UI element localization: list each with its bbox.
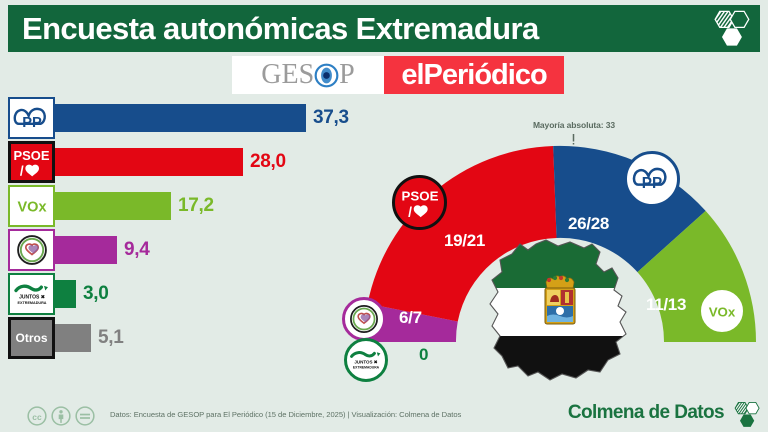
bar-chart: PP 37,3 PSOE / 28,0 bbox=[8, 96, 368, 360]
juntos-extremadura-logo-icon: JUNTOS ✖ EXTREMADURA bbox=[13, 284, 48, 304]
party-logo-psoe: PSOE / bbox=[8, 141, 55, 183]
vox-logo-icon: VOx bbox=[17, 200, 46, 215]
seat-badge-psoe: PSOE / bbox=[392, 175, 447, 230]
unidas-heart-logo-icon bbox=[16, 235, 47, 265]
seat-segment-pp bbox=[553, 145, 706, 273]
elperiodico-logo-text: elPeriódico bbox=[401, 58, 547, 91]
extremadura-coat-of-arms-icon bbox=[544, 275, 576, 325]
party-logo-vox: VOx bbox=[8, 185, 55, 227]
cc-icon: cc bbox=[27, 406, 47, 426]
elperiodico-logo: elPeriódico bbox=[384, 56, 564, 94]
bar-fill-pp bbox=[53, 104, 306, 132]
bar-track: 17,2 bbox=[53, 185, 368, 227]
majority-note: Mayoría absoluta: 33 bbox=[532, 120, 616, 130]
svg-text:JUNTOS ✖: JUNTOS ✖ bbox=[19, 294, 45, 300]
seat-label-juntos: 0 bbox=[419, 345, 429, 364]
bar-track: 37,3 bbox=[53, 97, 368, 139]
svg-text:PP: PP bbox=[642, 175, 662, 192]
license-icons: cc bbox=[27, 406, 95, 426]
cc-nd-equals-icon bbox=[75, 406, 95, 426]
party-logo-juntos: JUNTOS ✖ EXTREMADURA bbox=[8, 273, 55, 315]
psoe-logo-icon: PSOE / bbox=[401, 188, 438, 220]
bar-value-psoe: 28,0 bbox=[250, 151, 286, 172]
seat-badge-juntos: JUNTOS ✖ EXTREMADURA bbox=[344, 338, 388, 382]
gesop-eye-icon bbox=[314, 63, 339, 88]
page-title: Encuesta autonómicas Extremadura bbox=[22, 10, 539, 46]
bar-track: 9,4 bbox=[53, 229, 368, 271]
seat-label-unidas: 6/7 bbox=[399, 308, 422, 327]
bar-track: 5,1 bbox=[53, 317, 368, 359]
psoe-logo-icon: PSOE / bbox=[13, 148, 49, 179]
svg-text:VOx: VOx bbox=[709, 304, 736, 319]
bar-row: PSOE / 28,0 bbox=[8, 140, 368, 184]
pp-logo-icon: PP bbox=[632, 167, 667, 192]
bar-track: 3,0 bbox=[53, 273, 368, 315]
seat-segment-unidas bbox=[363, 303, 458, 342]
svg-text:JUNTOS ✖: JUNTOS ✖ bbox=[354, 360, 377, 365]
bar-value-juntos: 3,0 bbox=[83, 283, 109, 304]
bar-value-otros: 5,1 bbox=[98, 327, 124, 348]
brand-name: Colmena de Datos bbox=[567, 402, 725, 423]
bar-value-pp: 37,3 bbox=[313, 107, 349, 128]
seat-segment-psoe bbox=[367, 146, 557, 322]
majority-tick-icon bbox=[572, 134, 575, 145]
svg-text:cc: cc bbox=[32, 412, 42, 422]
bar-value-unidas: 9,4 bbox=[124, 239, 150, 260]
seat-badge-vox: VOx bbox=[698, 287, 746, 335]
bar-value-vox: 17,2 bbox=[178, 195, 214, 216]
party-logo-pp: PP bbox=[8, 97, 55, 139]
seat-semicircle-chart: 26/28 19/21 11/13 6/7 0 PP PSOE / VOx bbox=[342, 130, 768, 382]
party-logo-otros: Otros bbox=[8, 317, 55, 359]
svg-text:VOx: VOx bbox=[17, 200, 46, 215]
svg-text:EXTREMADURA: EXTREMADURA bbox=[353, 365, 380, 369]
source-logos: GES P elPeriódico bbox=[232, 56, 564, 94]
bar-track: 28,0 bbox=[53, 141, 368, 183]
bar-row: VOx 17,2 bbox=[8, 184, 368, 228]
bar-row: JUNTOS ✖ EXTREMADURA 3,0 bbox=[8, 272, 368, 316]
header-bar: Encuesta autonómicas Extremadura bbox=[8, 5, 760, 52]
bar-row: 9,4 bbox=[8, 228, 368, 272]
honeycomb-hexagons-icon bbox=[734, 401, 760, 427]
seat-badge-unidas bbox=[342, 297, 386, 341]
bar-fill-unidas bbox=[53, 236, 117, 264]
seat-label-psoe: 19/21 bbox=[444, 231, 486, 250]
juntos-extremadura-logo-icon: JUNTOS ✖ EXTREMADURA bbox=[350, 351, 381, 369]
seat-label-vox: 11/13 bbox=[646, 295, 687, 314]
honeycomb-hexagons-icon bbox=[714, 10, 750, 46]
seat-badge-pp: PP bbox=[624, 151, 680, 207]
credit-text: Datos: Encuesta de GESOP para El Periódi… bbox=[110, 410, 462, 419]
bar-fill-otros bbox=[53, 324, 91, 352]
bar-fill-juntos bbox=[53, 280, 76, 308]
bar-fill-vox bbox=[53, 192, 171, 220]
svg-text:PSOE: PSOE bbox=[13, 148, 49, 163]
cc-by-attribution-icon bbox=[51, 406, 71, 426]
svg-text:PP: PP bbox=[22, 115, 42, 131]
svg-text:EXTREMADURA: EXTREMADURA bbox=[17, 300, 46, 304]
bar-row: Otros 5,1 bbox=[8, 316, 368, 360]
svg-text:/: / bbox=[20, 164, 24, 179]
bar-row: PP 37,3 bbox=[8, 96, 368, 140]
seat-label-pp: 26/28 bbox=[568, 214, 610, 233]
unidas-heart-logo-icon bbox=[350, 305, 378, 333]
extremadura-flag-map-icon bbox=[489, 239, 627, 381]
otros-label-icon: Otros bbox=[15, 331, 48, 345]
bar-fill-psoe bbox=[53, 148, 243, 176]
gesop-logo-text: GES P bbox=[261, 59, 355, 90]
svg-text:/: / bbox=[408, 204, 412, 220]
pp-logo-icon: PP bbox=[13, 107, 46, 131]
gesop-logo: GES P bbox=[232, 56, 384, 94]
vox-logo-icon: VOx bbox=[709, 304, 736, 319]
svg-text:PSOE: PSOE bbox=[401, 188, 438, 203]
party-logo-unidas bbox=[8, 229, 55, 271]
